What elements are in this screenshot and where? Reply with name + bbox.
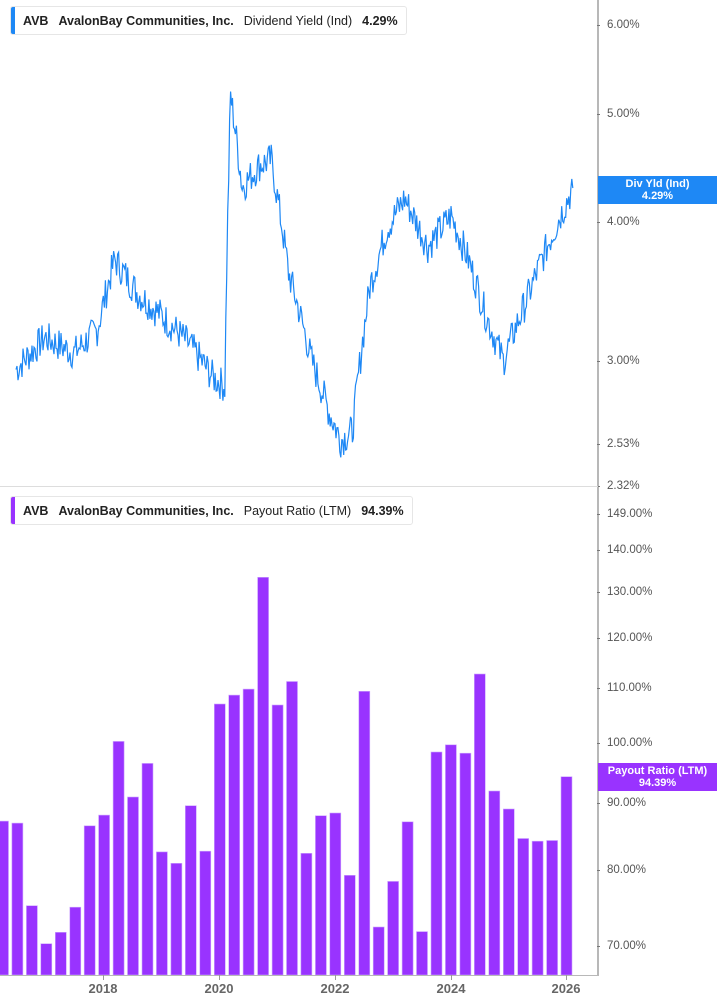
- panel-divider: [0, 486, 598, 487]
- yield-tick-label: 3.00%: [597, 355, 640, 367]
- payout-bar[interactable]: [473, 673, 486, 976]
- payout-bar[interactable]: [401, 821, 414, 976]
- series-color-marker: [11, 497, 15, 524]
- payout-bar[interactable]: [170, 862, 183, 976]
- payout-bar[interactable]: [531, 840, 544, 976]
- x-axis-label: 2022: [320, 981, 350, 996]
- payout-bar[interactable]: [502, 808, 515, 976]
- payout-bar[interactable]: [112, 741, 125, 976]
- payout-tick-label: 130.00%: [596, 586, 652, 598]
- payout-tick-label: 140.00%: [596, 544, 652, 556]
- x-axis-label: 2026: [551, 981, 581, 996]
- x-tick: [219, 975, 220, 980]
- bottom-y-axis: [597, 487, 599, 976]
- payout-bar[interactable]: [11, 822, 24, 976]
- payout-bar[interactable]: [488, 790, 501, 976]
- payout-tick-label: 70.00%: [596, 940, 646, 952]
- payout-bar[interactable]: [271, 704, 284, 976]
- payout-tick-label: 90.00%: [596, 797, 646, 809]
- payout-bar[interactable]: [300, 852, 313, 976]
- payout-bar[interactable]: [242, 688, 255, 976]
- payout-bar[interactable]: [199, 850, 212, 976]
- flag-value: 4.29%: [641, 190, 674, 202]
- payout-bar[interactable]: [228, 694, 240, 976]
- payout-bar[interactable]: [54, 931, 67, 976]
- payout-bar[interactable]: [430, 751, 443, 976]
- payout-ratio-legend[interactable]: AVB AvalonBay Communities, Inc. Payout R…: [10, 496, 413, 525]
- x-axis-label: 2018: [88, 981, 118, 996]
- top-y-axis: [597, 0, 599, 487]
- yield-tick-label: 2.53%: [597, 438, 640, 450]
- yield-tick-label: 6.00%: [597, 19, 640, 31]
- yield-tick-label: 5.00%: [597, 108, 640, 120]
- yield-tick-label: 2.32%: [597, 480, 640, 492]
- legend-metric: Payout Ratio (LTM): [243, 503, 352, 518]
- legend-company: AvalonBay Communities, Inc.: [58, 13, 234, 28]
- payout-bar[interactable]: [156, 851, 168, 976]
- legend-value: 94.39%: [361, 503, 404, 518]
- payout-bar[interactable]: [83, 825, 96, 976]
- series-color-marker: [11, 7, 15, 34]
- flag-label: Div Yld (Ind): [625, 178, 690, 190]
- payout-ratio-panel: [0, 487, 598, 977]
- payout-bar[interactable]: [387, 881, 399, 976]
- x-axis-line: [0, 975, 599, 976]
- payout-bar[interactable]: [517, 838, 530, 976]
- div-yield-flag: Div Yld (Ind) 4.29%: [598, 176, 717, 204]
- legend-ticker: AVB: [23, 503, 49, 518]
- payout-bar[interactable]: [546, 840, 558, 976]
- dividend-yield-line: [15, 91, 574, 458]
- x-axis-label: 2024: [436, 981, 466, 996]
- payout-bar[interactable]: [372, 926, 385, 976]
- payout-tick-label: 100.00%: [596, 737, 652, 749]
- flag-value: 94.39%: [638, 777, 677, 789]
- payout-bar[interactable]: [315, 815, 327, 976]
- legend-company: AvalonBay Communities, Inc.: [58, 503, 234, 518]
- payout-bar[interactable]: [26, 905, 38, 976]
- dividend-yield-panel: [0, 0, 598, 487]
- payout-bar[interactable]: [358, 691, 371, 976]
- x-tick: [451, 975, 452, 980]
- payout-bar[interactable]: [185, 805, 197, 976]
- payout-bar[interactable]: [214, 703, 226, 976]
- legend-ticker: AVB: [23, 13, 49, 28]
- payout-ratio-bars: [0, 577, 573, 976]
- payout-bar[interactable]: [257, 577, 269, 976]
- payout-bar[interactable]: [141, 763, 154, 976]
- payout-bar[interactable]: [127, 796, 139, 976]
- payout-bar[interactable]: [69, 906, 82, 976]
- payout-bar[interactable]: [459, 752, 472, 976]
- payout-tick-label: 120.00%: [596, 632, 652, 644]
- payout-bar[interactable]: [40, 943, 53, 976]
- yield-tick-label: 4.00%: [597, 216, 640, 228]
- payout-bar[interactable]: [329, 812, 342, 976]
- payout-bar[interactable]: [416, 931, 428, 976]
- payout-tick-label: 149.00%: [596, 508, 652, 520]
- flag-label: Payout Ratio (LTM): [607, 765, 708, 777]
- x-axis-label: 2020: [204, 981, 234, 996]
- legend-metric: Dividend Yield (Ind): [243, 13, 353, 28]
- payout-bar[interactable]: [286, 681, 298, 976]
- payout-bar[interactable]: [98, 814, 110, 976]
- payout-bar[interactable]: [445, 744, 457, 976]
- payout-bar[interactable]: [560, 776, 573, 976]
- payout-tick-label: 80.00%: [596, 864, 646, 876]
- x-tick: [103, 975, 104, 980]
- payout-ratio-flag: Payout Ratio (LTM) 94.39%: [598, 763, 717, 791]
- dividend-yield-legend[interactable]: AVB AvalonBay Communities, Inc. Dividend…: [10, 6, 407, 35]
- payout-bar[interactable]: [343, 874, 356, 976]
- payout-bar[interactable]: [0, 820, 9, 976]
- x-tick: [566, 975, 567, 980]
- x-tick: [335, 975, 336, 980]
- payout-tick-label: 110.00%: [597, 682, 652, 694]
- legend-value: 4.29%: [362, 13, 398, 28]
